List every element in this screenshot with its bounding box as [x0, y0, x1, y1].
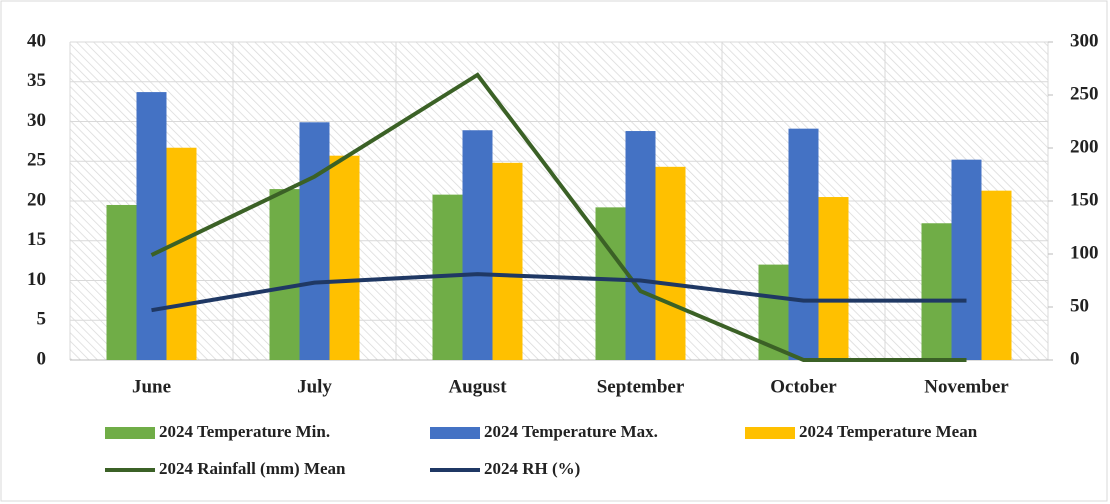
- legend-swatch: [105, 427, 155, 439]
- bar: [818, 197, 849, 360]
- y2-tick-label: 300: [1070, 30, 1099, 51]
- bar: [299, 122, 330, 360]
- bar: [595, 207, 626, 360]
- y-tick-label: 25: [27, 150, 46, 171]
- bar: [921, 223, 952, 360]
- y-tick-label: 35: [27, 70, 46, 91]
- x-tick-label: September: [597, 376, 685, 397]
- bar: [269, 189, 300, 360]
- x-tick-label: November: [924, 376, 1009, 397]
- y2-tick-label: 200: [1070, 136, 1099, 157]
- bar: [106, 204, 137, 360]
- y-tick-label: 20: [27, 189, 46, 210]
- legend-label: 2024 Temperature Mean: [799, 422, 978, 441]
- bar: [981, 190, 1012, 360]
- y2-tick-label: 100: [1070, 242, 1099, 263]
- legend-swatch: [745, 427, 795, 439]
- bar: [329, 155, 360, 360]
- bar: [166, 147, 197, 360]
- y-tick-label: 10: [27, 269, 46, 290]
- y2-tick-label: 50: [1070, 295, 1089, 316]
- y2-tick-label: 150: [1070, 189, 1099, 210]
- y2-tick-label: 0: [1070, 348, 1080, 369]
- x-tick-label: August: [448, 376, 507, 397]
- legend-swatch: [430, 427, 480, 439]
- bar: [625, 131, 656, 360]
- bar: [951, 159, 982, 360]
- line: [151, 272, 967, 313]
- y-tick-label: 0: [37, 348, 47, 369]
- y2-tick-label: 250: [1070, 83, 1099, 104]
- legend-label: 2024 Temperature Max.: [484, 422, 658, 441]
- legend-label: 2024 RH (%): [484, 459, 580, 478]
- x-tick-label: June: [132, 376, 171, 397]
- bar: [492, 162, 523, 360]
- y-tick-label: 5: [37, 309, 47, 330]
- x-tick-label: October: [770, 376, 837, 397]
- x-tick-label: July: [297, 376, 332, 397]
- bar: [136, 92, 167, 361]
- legend-label: 2024 Rainfall (mm) Mean: [159, 459, 346, 478]
- legend-label: 2024 Temperature Min.: [159, 422, 330, 441]
- y-tick-label: 15: [27, 229, 46, 250]
- y-tick-label: 40: [27, 30, 46, 51]
- bar: [788, 128, 819, 360]
- y-tick-label: 30: [27, 110, 46, 131]
- bar: [655, 166, 686, 360]
- line: [150, 72, 967, 362]
- bar: [462, 130, 493, 360]
